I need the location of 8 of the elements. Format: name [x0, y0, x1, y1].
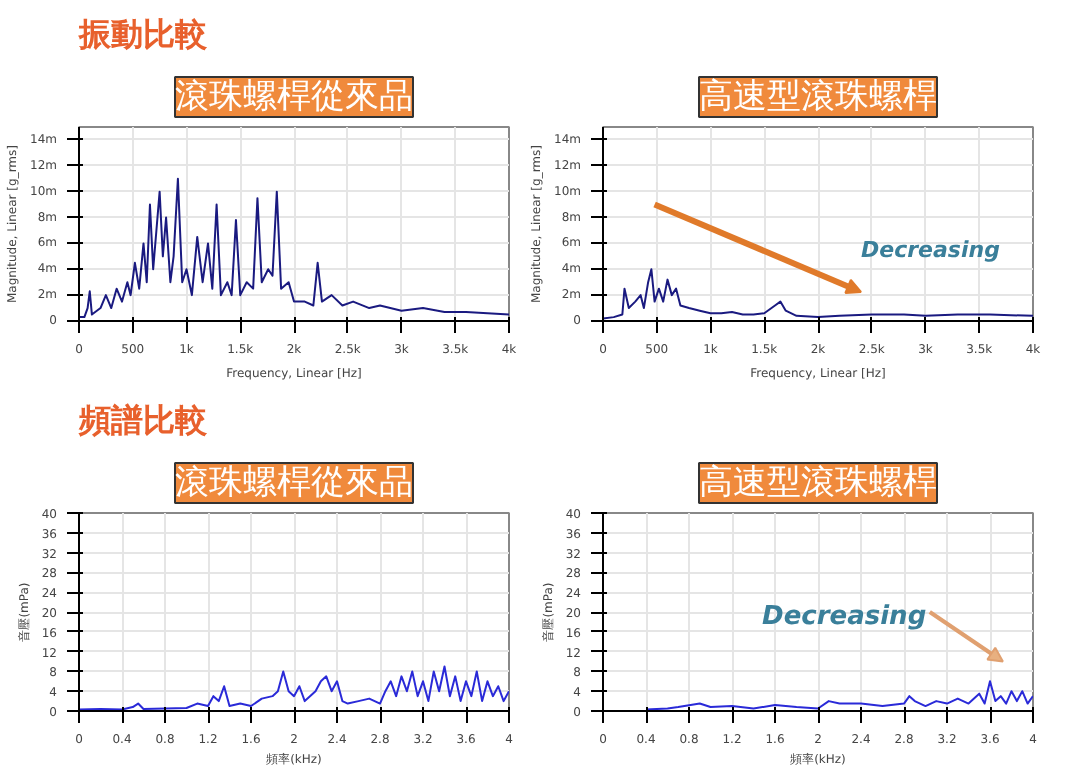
chart-title: 滾珠螺桿從來品 — [175, 463, 413, 503]
annotation: Decreasing — [762, 601, 927, 632]
annotation: Decreasing — [861, 236, 1001, 263]
text: 頻譜比較 — [77, 401, 209, 439]
chart-title: 滾珠螺桿從來品 — [175, 77, 413, 117]
chart-title: 高速型滾珠螺桿 — [699, 77, 937, 117]
chart-title: 高速型滾珠螺桿 — [699, 463, 937, 503]
text: 振動比較 — [77, 15, 209, 53]
